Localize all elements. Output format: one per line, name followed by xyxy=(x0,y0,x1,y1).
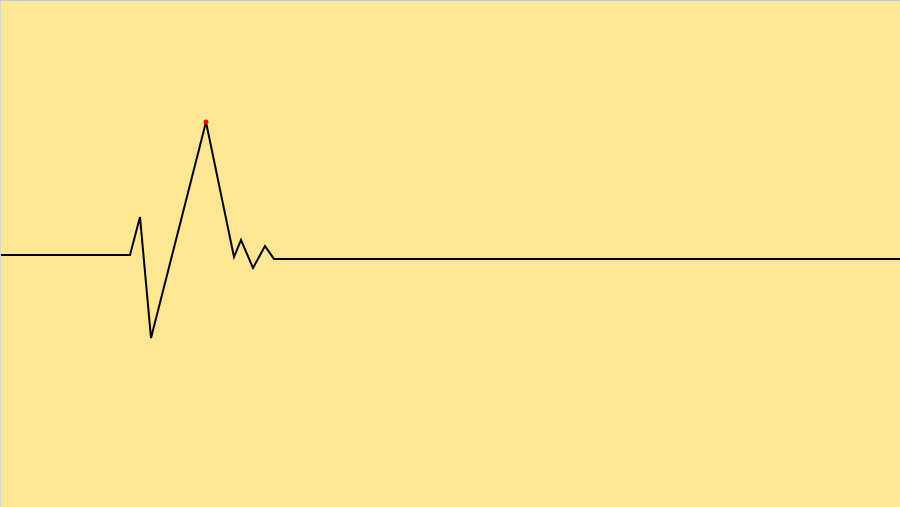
ecg-waveform-line xyxy=(1,121,900,339)
ecg-peak-marker xyxy=(203,119,209,125)
